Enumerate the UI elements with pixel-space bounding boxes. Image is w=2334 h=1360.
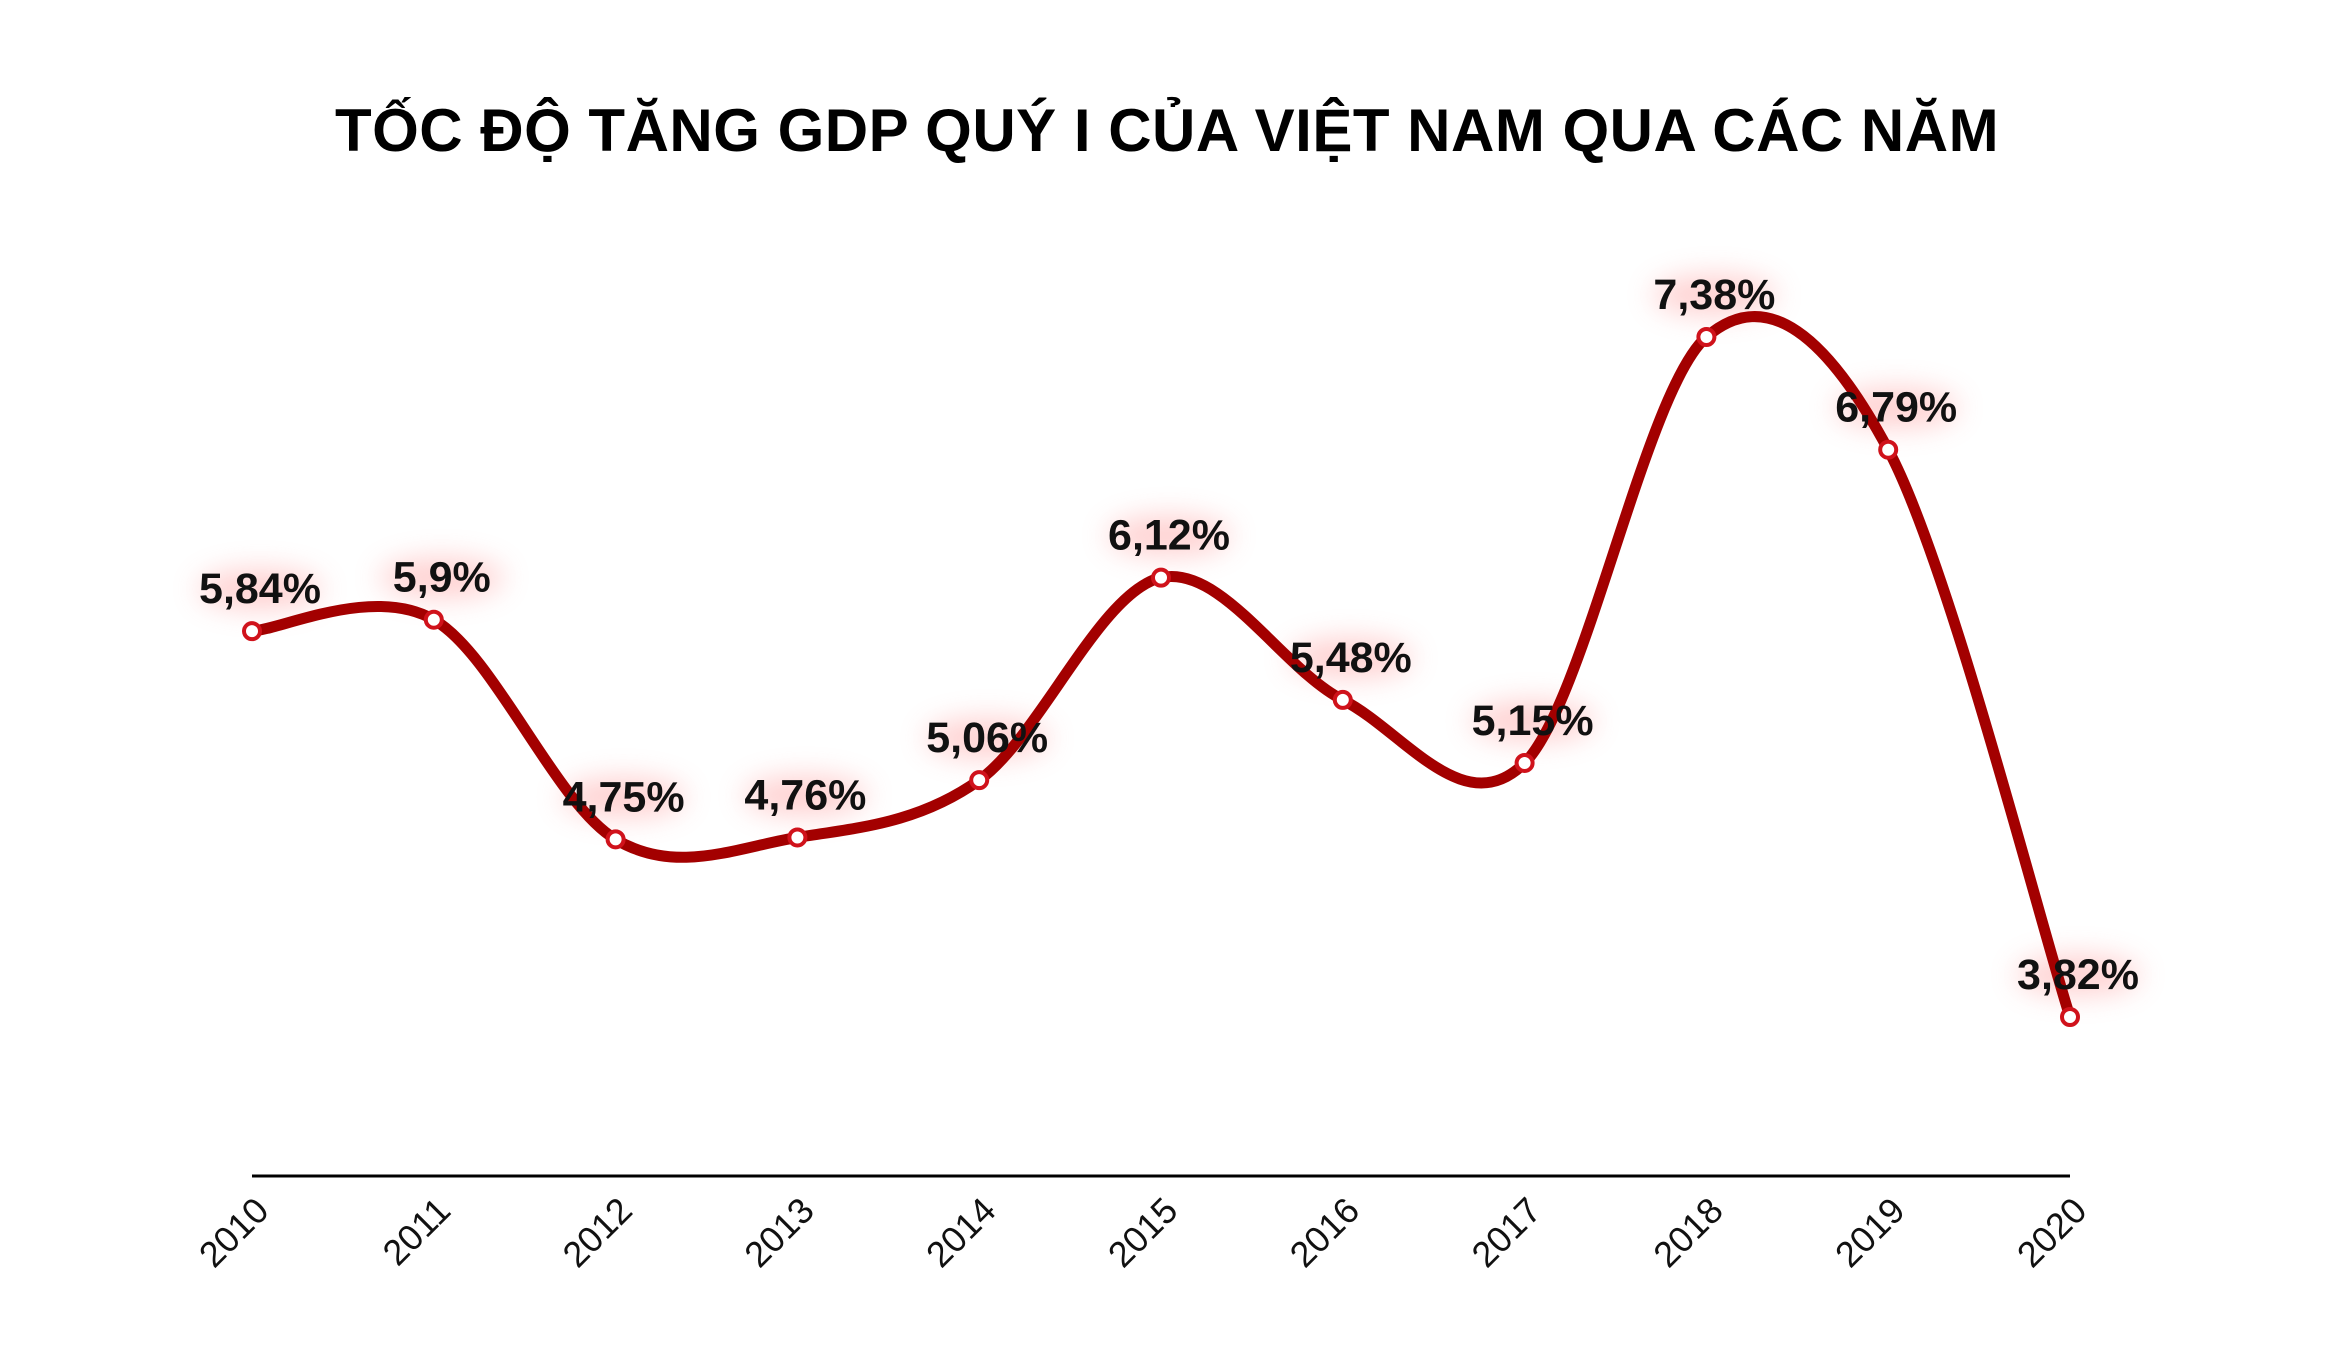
data-label: 5,48% — [1290, 634, 1412, 682]
x-tick-label: 2014 — [918, 1189, 1004, 1275]
data-label-glow — [561, 777, 686, 818]
data-point-marker — [1696, 327, 1717, 347]
x-tick-label: 2016 — [1282, 1189, 1368, 1275]
data-point-marker — [605, 829, 626, 850]
data-point-marker — [1514, 752, 1535, 773]
data-label: 5,84% — [199, 565, 321, 613]
x-tick-label: 2011 — [374, 1189, 458, 1273]
data-label-glow — [743, 775, 868, 816]
data-label: 7,38% — [1653, 271, 1775, 319]
data-label: 4,76% — [744, 771, 866, 819]
data-label-glow — [379, 557, 504, 598]
data-label-layer: 5,84% 5,9% 4,75% 4,76% 5,06% 6,12% 5,48% 5,15% 7… — [199, 271, 2139, 999]
x-tick-label: 2010 — [191, 1189, 277, 1275]
data-point-marker — [1878, 439, 1899, 460]
data-label: 5,06% — [926, 714, 1048, 762]
data-label: 5,15% — [1472, 697, 1594, 745]
data-label: 3,82% — [2017, 951, 2139, 999]
x-tick-layer: 2010 2011 2012 2013 2014 2015 2016 2017 2018 2019… — [191, 1189, 2095, 1275]
data-label-glow — [1652, 275, 1777, 315]
data-label-glow — [1470, 700, 1595, 741]
data-label-glow — [2016, 955, 2140, 995]
data-point-marker — [787, 827, 808, 848]
data-label: 6,79% — [1835, 384, 1957, 432]
data-label: 6,12% — [1108, 512, 1230, 560]
data-point-marker — [423, 609, 444, 630]
data-label: 4,75% — [563, 773, 685, 821]
marker-layer — [242, 327, 2080, 1027]
data-point-marker — [1151, 567, 1171, 588]
chart-title: TỐC ĐỘ TĂNG GDP QUÝ I CỦA VIỆT NAM QUA C… — [334, 97, 2000, 164]
data-label-glow — [1107, 515, 1231, 556]
x-tick-label: 2018 — [1645, 1189, 1731, 1275]
x-tick-label: 2012 — [554, 1189, 640, 1275]
x-tick-label: 2020 — [2009, 1189, 2095, 1275]
data-label-glow — [1288, 637, 1413, 678]
data-point-marker — [969, 770, 990, 791]
data-label: 5,9% — [393, 554, 491, 602]
x-tick-label: 2017 — [1463, 1189, 1549, 1275]
x-tick-label: 2015 — [1100, 1189, 1186, 1275]
data-point-marker — [2060, 1007, 2080, 1027]
series-line — [246, 311, 2076, 1023]
data-point-marker — [1332, 689, 1353, 710]
x-tick-label: 2013 — [736, 1189, 822, 1275]
data-point-marker — [242, 621, 262, 642]
x-tick-label: 2019 — [1827, 1189, 1913, 1275]
data-label-glow — [198, 569, 322, 610]
